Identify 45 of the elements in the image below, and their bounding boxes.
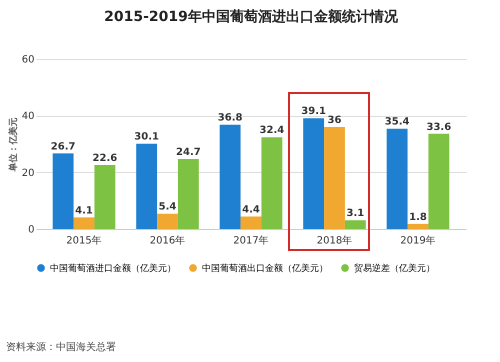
y-tick-label: 40	[22, 111, 34, 122]
bar	[408, 224, 428, 229]
legend-label: 贸易逆差（亿美元）	[354, 263, 435, 274]
bar	[261, 137, 282, 229]
x-tick-label: 2019年	[400, 234, 436, 246]
bar	[324, 127, 345, 229]
y-tick-label: 60	[22, 54, 34, 66]
bar	[157, 214, 178, 229]
x-tick-label: 2018年	[316, 234, 352, 246]
chart-title: 2015-2019年中国葡萄酒进出口金额统计情况	[104, 8, 399, 25]
bar	[240, 216, 262, 229]
y-tick-label: 0	[28, 224, 34, 236]
data-label: 1.8	[409, 212, 427, 223]
data-label: 4.1	[75, 205, 93, 216]
data-label: 32.4	[260, 125, 284, 136]
x-tick-label: 2015年	[66, 234, 102, 246]
legend-label: 中国葡萄酒进口金额（亿美元）	[50, 263, 176, 274]
bar	[94, 164, 116, 229]
data-label: 39.1	[301, 106, 326, 118]
x-tick-label: 2017年	[233, 234, 269, 246]
data-label: 30.1	[134, 132, 159, 143]
legend-label: 中国葡萄酒出口金额（亿美元）	[202, 263, 328, 274]
data-label: 5.4	[158, 202, 176, 213]
data-label: 35.4	[384, 116, 410, 128]
bar	[136, 144, 158, 229]
bar	[428, 134, 450, 229]
y-tick-label: 20	[22, 168, 34, 179]
bar	[344, 220, 366, 229]
bar	[74, 217, 94, 229]
x-tick-label: 2016年	[150, 234, 186, 246]
data-label: 26.7	[50, 141, 76, 152]
bar	[220, 124, 241, 229]
bar	[303, 118, 324, 229]
data-label: 24.7	[176, 147, 201, 158]
data-label: 4.4	[242, 204, 260, 216]
data-label: 3.1	[346, 208, 364, 220]
data-label: 36	[328, 115, 342, 126]
bar	[52, 153, 74, 229]
text: 资料来源：中国海关总署	[6, 340, 116, 354]
data-label: 22.6	[92, 152, 118, 164]
bar	[178, 159, 199, 229]
data-label: 33.6	[426, 122, 452, 133]
y-axis-title: 单位：亿美元	[8, 118, 19, 172]
bar	[386, 128, 408, 229]
data-label: 36.8	[218, 112, 242, 124]
